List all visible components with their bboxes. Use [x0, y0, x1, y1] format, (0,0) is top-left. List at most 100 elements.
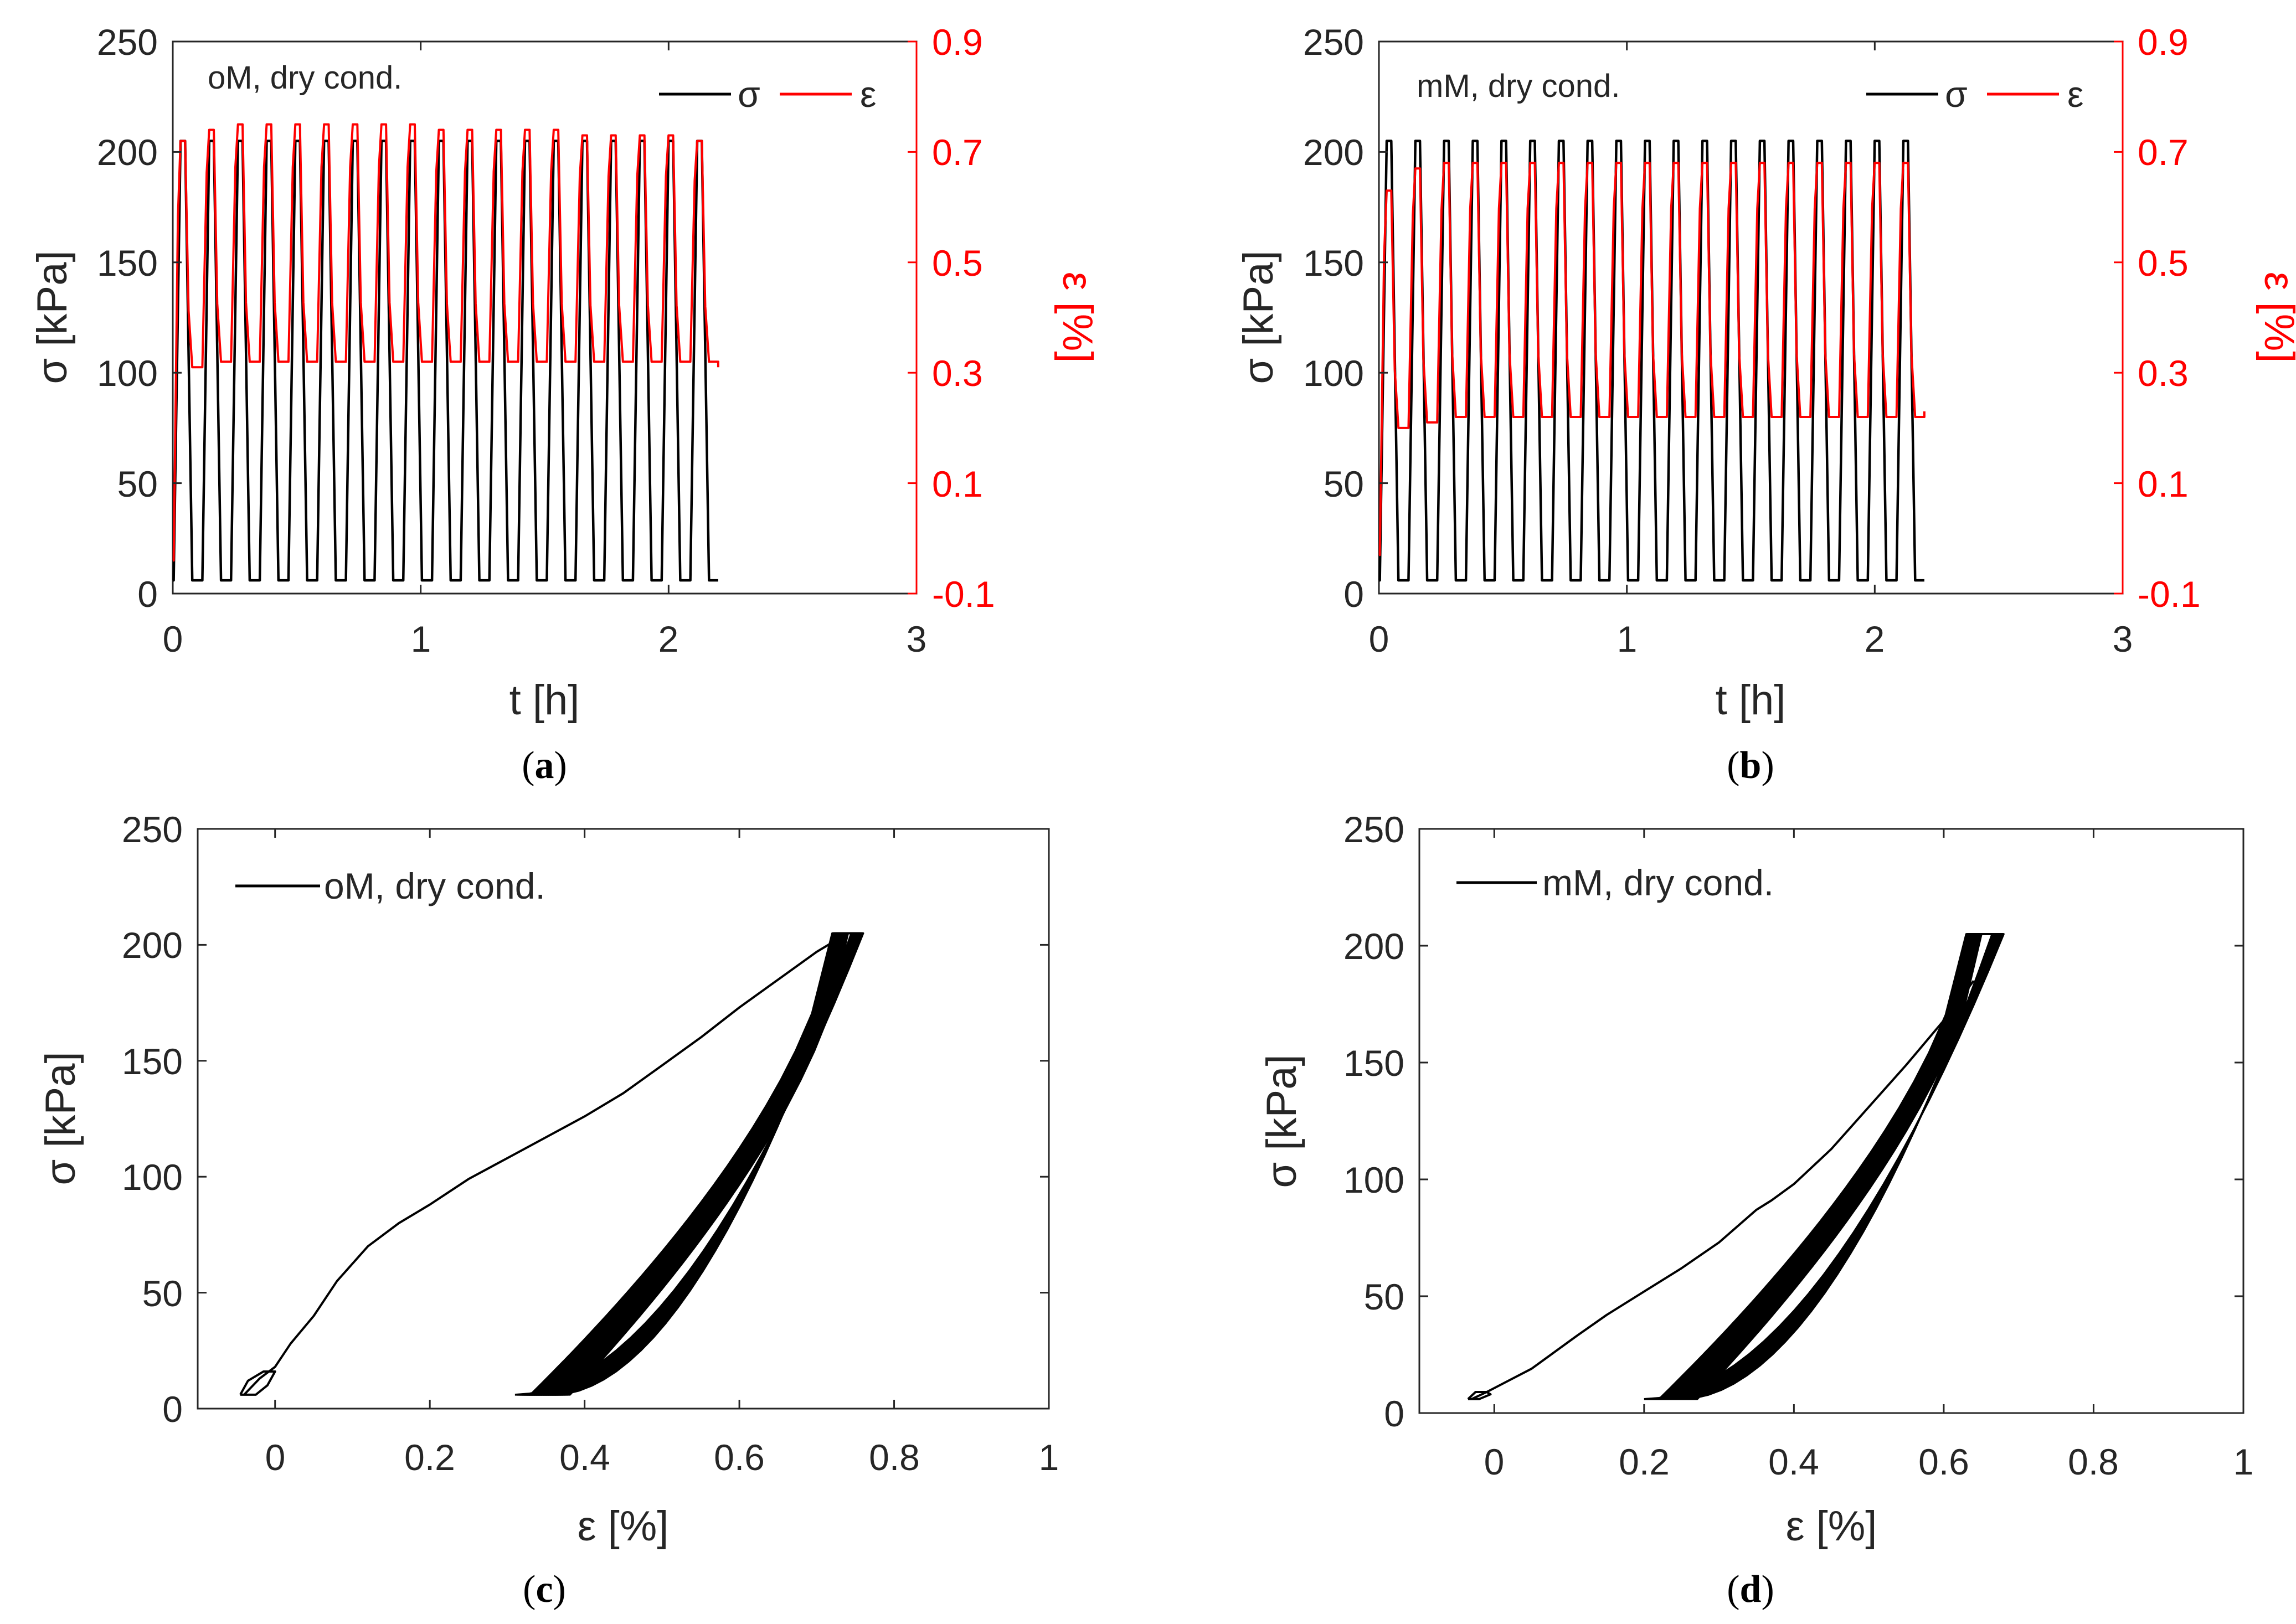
annotation-label: oM, dry cond.: [208, 60, 402, 96]
legend-label: mM, dry cond.: [1542, 862, 1774, 903]
ytick-label: 50: [1324, 463, 1364, 504]
xtick-label: 1: [1039, 1437, 1059, 1478]
legend-label-strain: ε: [2067, 74, 2083, 115]
xtick-label: 0.2: [1619, 1441, 1670, 1482]
stress-series-line: [172, 140, 718, 582]
y2tick-label: 0.1: [2138, 463, 2189, 504]
ytick-label: 100: [1343, 1159, 1404, 1200]
y2-axis-label: ε [%]: [2256, 272, 2296, 363]
x-axis-label: t [h]: [509, 677, 580, 724]
plot-area-b: [1378, 40, 2124, 595]
ytick-label: 50: [117, 463, 158, 504]
ytick-label: 200: [1343, 926, 1404, 967]
xtick-label: 0: [1369, 618, 1389, 659]
ytick-label: 100: [97, 353, 158, 394]
ytick-label: 200: [122, 925, 183, 966]
ytick-label: 200: [97, 132, 158, 173]
stress-series-line: [1378, 140, 1924, 582]
ytick-label: 150: [122, 1041, 183, 1082]
initial-loop-line: [239, 1370, 276, 1396]
ytick-label: 150: [97, 243, 158, 283]
xtick-label: 0.4: [1768, 1441, 1819, 1482]
caption-b: (b): [1727, 744, 1774, 787]
y2tick-label: -0.1: [932, 574, 995, 615]
loading-curve-line: [1471, 980, 1975, 1400]
xtick-label: 0.2: [404, 1437, 455, 1478]
y2tick-label: 0.9: [2138, 22, 2189, 63]
x-axis-label: ε [%]: [1786, 1503, 1877, 1550]
caption-d: (d): [1727, 1568, 1774, 1611]
legend-label-strain: ε: [860, 74, 876, 115]
legend-label: oM, dry cond.: [324, 865, 545, 906]
xtick-label: 0.4: [559, 1437, 610, 1478]
xtick-label: 0.8: [2068, 1441, 2119, 1482]
legend-label-stress: σ: [738, 74, 760, 115]
ticks-group-b: [1378, 40, 2124, 595]
xtick-label: 3: [907, 618, 927, 659]
ticks-group-a: [172, 40, 918, 595]
plot-area-d: [1418, 828, 2244, 1414]
panel-d: 0 50 100 150 200 250 0 0.2 0.4 0.6 0.8 1…: [1258, 809, 2253, 1611]
xtick-label: 0.6: [1918, 1441, 1969, 1482]
y2tick-label: 0.3: [932, 353, 983, 394]
y-axis-label: σ [kPa]: [1258, 1054, 1305, 1188]
series-group-a: [172, 123, 719, 582]
y2tick-label: 0.5: [932, 243, 983, 283]
xtick-label: 0: [265, 1437, 286, 1478]
ytick-label: 100: [122, 1157, 183, 1198]
xtick-label: 1: [2233, 1441, 2254, 1482]
y2-axis-label: ε [%]: [1054, 272, 1101, 363]
caption-a: (a): [522, 744, 567, 787]
y-axis-label: σ [kPa]: [37, 1051, 84, 1185]
y2tick-label: 0.7: [2138, 132, 2189, 173]
xtick-label: 2: [1865, 618, 1885, 659]
plot-area-a: [172, 40, 918, 595]
ytick-label: 150: [1343, 1043, 1404, 1084]
x-axis-label: ε [%]: [578, 1503, 669, 1550]
annotation-label: mM, dry cond.: [1417, 68, 1620, 104]
ytick-label: 200: [1303, 132, 1364, 173]
hysteresis-loop-line: [1682, 933, 1994, 1400]
xtick-label: 0.6: [714, 1437, 765, 1478]
loading-curve-line: [243, 932, 848, 1396]
x-axis-label: t [h]: [1716, 677, 1786, 724]
panel-b: -0.1 0.1 0.3 0.5 0.7 0.9 0 50 100 150 20…: [1235, 22, 2296, 787]
ytick-label: 250: [122, 809, 183, 850]
panel-c: 0 50 100 150 200 250 0 0.2 0.4 0.6 0.8 1…: [37, 809, 1059, 1611]
ytick-label: 250: [97, 22, 158, 63]
hysteresis-loop-line: [554, 932, 853, 1396]
xtick-label: 2: [658, 618, 679, 659]
y2tick-label: 0.1: [932, 463, 983, 504]
caption-c: (c): [523, 1568, 566, 1611]
ticks-group-d: [1419, 828, 2244, 1414]
y2tick-label: 0.9: [932, 22, 983, 63]
y2tick-label: 0.7: [932, 132, 983, 173]
ytick-label: 50: [142, 1273, 183, 1314]
xtick-label: 0: [163, 618, 183, 659]
xtick-label: 3: [2113, 618, 2133, 659]
ytick-label: 0: [1343, 574, 1364, 615]
xtick-label: 0.8: [869, 1437, 920, 1478]
xtick-label: 1: [1617, 618, 1638, 659]
series-group-c: [239, 932, 864, 1396]
ytick-label: 50: [1364, 1276, 1404, 1317]
strain-series-line: [1378, 162, 1926, 556]
ytick-label: 100: [1303, 353, 1364, 394]
ytick-label: 250: [1343, 809, 1404, 850]
y-axis-label: σ [kPa]: [1235, 250, 1282, 384]
ytick-label: 0: [137, 574, 158, 615]
y2tick-label: 0.3: [2138, 353, 2189, 394]
series-group-d: [1467, 933, 2005, 1400]
panel-a: -0.1 0.1 0.3 0.5 0.7 0.9 0 50 100 150 20…: [29, 22, 1101, 787]
strain-series-line: [172, 123, 719, 562]
ytick-label: 0: [162, 1389, 183, 1430]
series-group-b: [1378, 140, 1926, 582]
legend-label-stress: σ: [1945, 74, 1968, 115]
ytick-label: 0: [1384, 1393, 1404, 1434]
ytick-label: 150: [1303, 243, 1364, 283]
xtick-label: 0: [1484, 1441, 1505, 1482]
y-axis-label: σ [kPa]: [29, 250, 76, 384]
initial-loop-line: [1467, 1391, 1492, 1400]
xtick-label: 1: [411, 618, 431, 659]
